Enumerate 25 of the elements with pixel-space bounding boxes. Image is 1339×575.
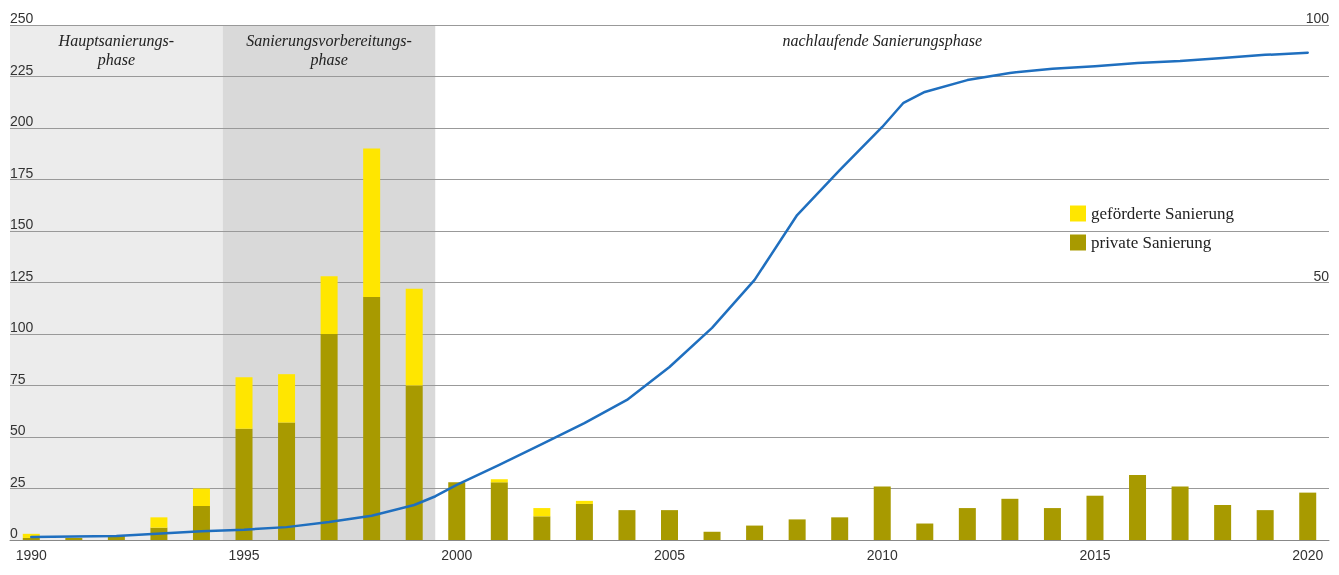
y-tick-label: 200 (10, 113, 34, 129)
x-tick-label: 2020 (1292, 547, 1324, 563)
band-label: Hauptsanierungs- phase (57, 32, 175, 69)
y-tick-label: 0 (10, 525, 18, 541)
y-tick-label: 175 (10, 164, 34, 181)
band-label: nachlaufende Sanierungsphase (782, 32, 983, 50)
legend-label: geförderte Sanierung (1090, 204, 1235, 223)
x-tick-label: 2000 (441, 547, 473, 563)
x-tick-label: 2005 (653, 547, 686, 563)
y-tick-label: 150 (10, 216, 34, 232)
y-tick-label: 125 (10, 267, 34, 284)
y-tick-label: 250 (10, 10, 34, 26)
y-tick-label: 100 (10, 319, 34, 335)
y2-tick-label: 50 (1313, 267, 1330, 284)
y2-tick-label: 100 (1305, 10, 1330, 26)
y-tick-label: 75 (10, 370, 26, 387)
band-label: Sanierungsvorbereitungs- phase (246, 32, 412, 69)
legend-label: private Sanierung (1090, 233, 1212, 252)
y-tick-label: 25 (10, 473, 26, 490)
x-tick-label: 2015 (1079, 547, 1111, 563)
x-tick-label: 1990 (15, 547, 48, 563)
x-tick-label: 1995 (228, 547, 260, 563)
y-tick-label: 225 (10, 61, 34, 78)
x-tick-label: 2010 (866, 547, 899, 563)
y-tick-label: 50 (10, 422, 26, 438)
